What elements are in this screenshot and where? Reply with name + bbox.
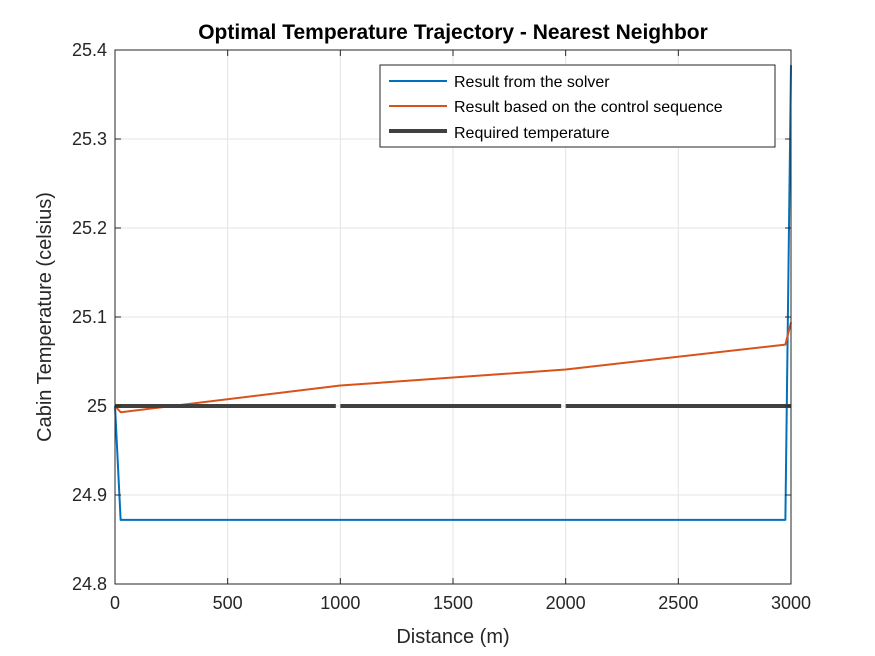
legend: Result from the solver Result based on t…	[379, 64, 776, 148]
legend-label-solver: Result from the solver	[454, 74, 610, 91]
x-tick-label: 3000	[771, 593, 811, 613]
x-axis-label: Distance (m)	[396, 626, 509, 648]
y-axis-label: Cabin Temperature (celsius)	[34, 192, 56, 442]
x-tick-label: 2500	[658, 593, 698, 613]
x-tick-label: 500	[213, 593, 243, 613]
y-tick-label: 25.3	[72, 129, 107, 149]
legend-label-required: Required temperature	[454, 125, 610, 142]
ticks: 0 500 1000 1500 2000 2500 3000 24.8 24.9 25 25.1 25…	[72, 40, 811, 613]
x-tick-label: 0	[110, 593, 120, 613]
y-tick-label: 25.4	[72, 40, 107, 60]
y-tick-label: 25.2	[72, 218, 107, 238]
y-tick-label: 25.1	[72, 307, 107, 327]
series-1-line	[114, 322, 792, 414]
y-tick-label: 24.8	[72, 574, 107, 594]
series-layer	[114, 65, 792, 521]
y-tick-label: 25	[87, 396, 107, 416]
y-tick-label: 24.9	[72, 485, 107, 505]
chart-title: Optimal Temperature Trajectory - Nearest…	[198, 21, 708, 44]
legend-label-control: Result based on the control sequence	[454, 99, 723, 116]
x-tick-label: 1000	[320, 593, 360, 613]
x-tick-label: 1500	[433, 593, 473, 613]
x-tick-label: 2000	[546, 593, 586, 613]
series-0-line	[114, 65, 792, 521]
